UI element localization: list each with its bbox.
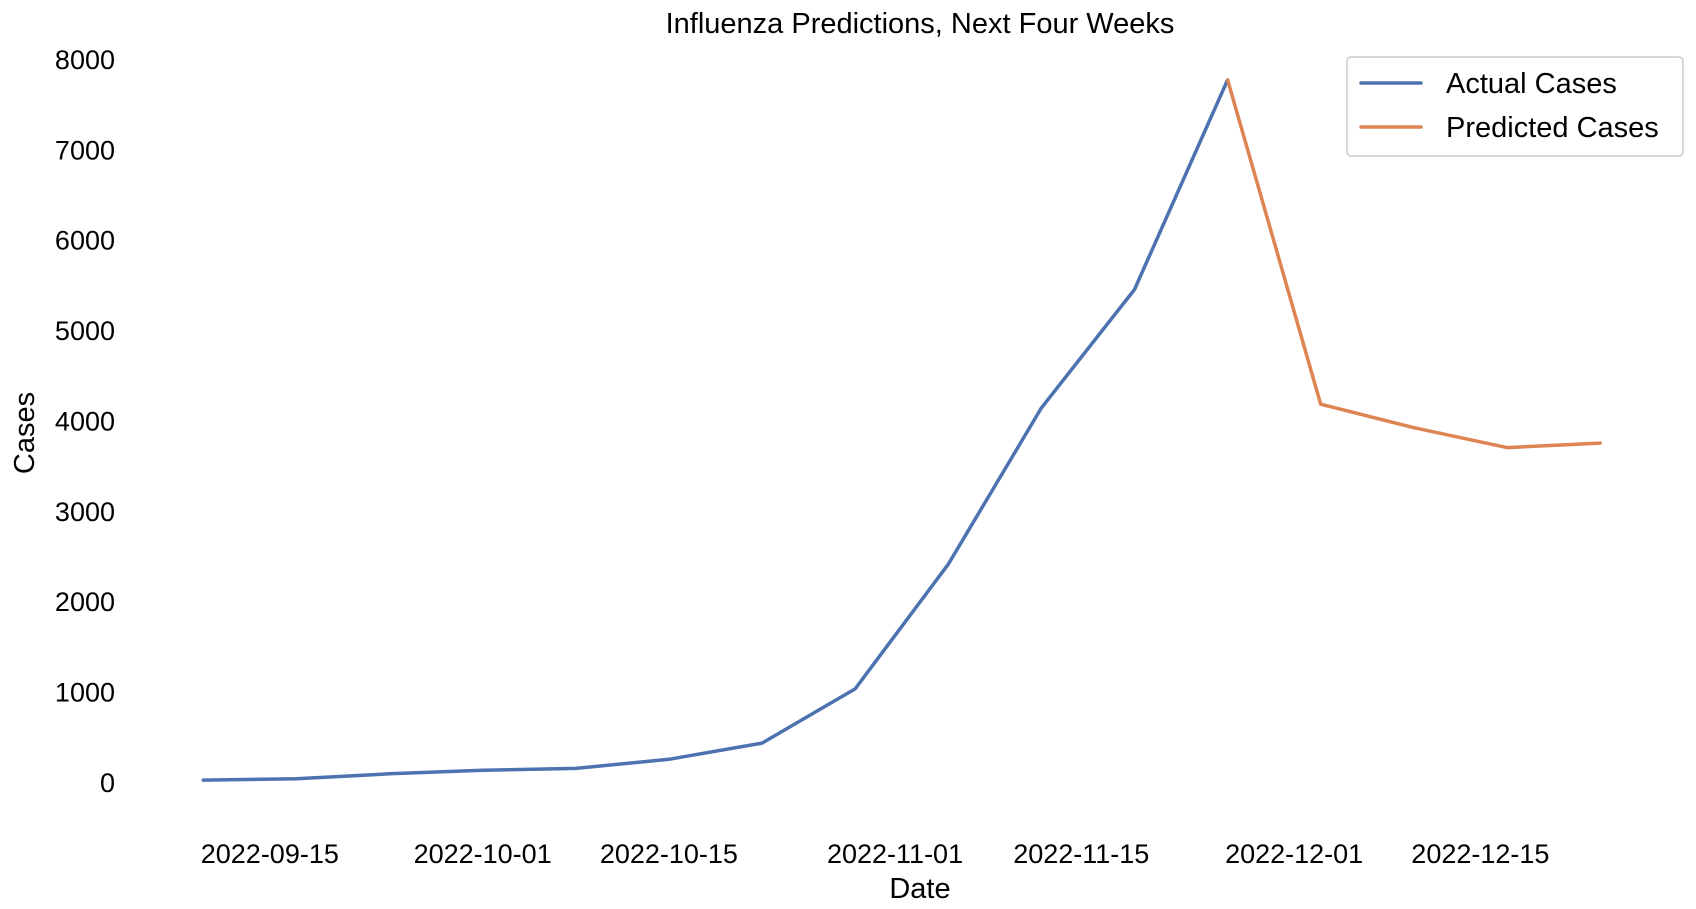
y-tick-label: 1000 [55, 677, 115, 707]
series-line-actual-cases [201, 78, 1230, 782]
chart-title: Influenza Predictions, Next Four Weeks [666, 8, 1175, 40]
x-axis-ticks: 2022-09-15 2022-10-01 2022-10-15 2022-11-01… [201, 839, 1550, 869]
y-tick-label: 4000 [55, 406, 115, 436]
data-point-actual-cases [481, 768, 484, 772]
data-point-actual-cases [1133, 288, 1136, 291]
x-tick-label: 2022-12-01 [1225, 839, 1363, 869]
x-tick-label: 2022-10-01 [414, 839, 552, 869]
data-point-predicted-cases [1226, 78, 1229, 82]
x-tick-label: 2022-10-15 [600, 839, 738, 869]
data-point-predicted-cases [1412, 426, 1416, 429]
legend-frame [1346, 56, 1684, 157]
data-point-actual-cases [388, 772, 391, 775]
data-point-actual-cases [760, 741, 764, 745]
x-tick-label: 2022-09-15 [201, 839, 339, 869]
y-tick-label: 7000 [55, 135, 115, 165]
data-point-predicted-cases [1505, 446, 1509, 449]
y-tick-label: 5000 [55, 316, 115, 346]
data-point-actual-cases [1040, 406, 1043, 410]
y-axis-label: Cases [9, 392, 41, 474]
data-point-actual-cases [947, 562, 950, 566]
y-axis-ticks: 0 1000 2000 3000 4000 5000 6000 7000 8000 [55, 45, 115, 798]
series-layer [201, 78, 1602, 782]
legend-label-predicted-cases: Predicted Cases [1446, 112, 1659, 144]
data-point-actual-cases [853, 687, 857, 691]
legend: Actual Cases Predicted Cases [1346, 56, 1684, 157]
y-tick-label: 3000 [55, 497, 115, 527]
data-point-predicted-cases [1598, 441, 1602, 445]
x-tick-label: 2022-11-15 [1013, 839, 1149, 869]
data-point-actual-cases [667, 758, 671, 761]
x-tick-label: 2022-11-01 [827, 839, 963, 869]
y-tick-label: 0 [100, 768, 115, 798]
y-tick-label: 2000 [55, 587, 115, 617]
x-axis-label: Date [889, 873, 950, 905]
data-point-predicted-cases [1319, 403, 1322, 406]
data-point-actual-cases [574, 767, 577, 770]
data-point-actual-cases [202, 778, 205, 782]
legend-label-actual-cases: Actual Cases [1446, 68, 1617, 100]
data-point-actual-cases [295, 777, 298, 780]
y-tick-label: 6000 [55, 226, 115, 256]
x-tick-label: 2022-12-15 [1411, 839, 1549, 869]
y-tick-label: 8000 [55, 45, 115, 75]
